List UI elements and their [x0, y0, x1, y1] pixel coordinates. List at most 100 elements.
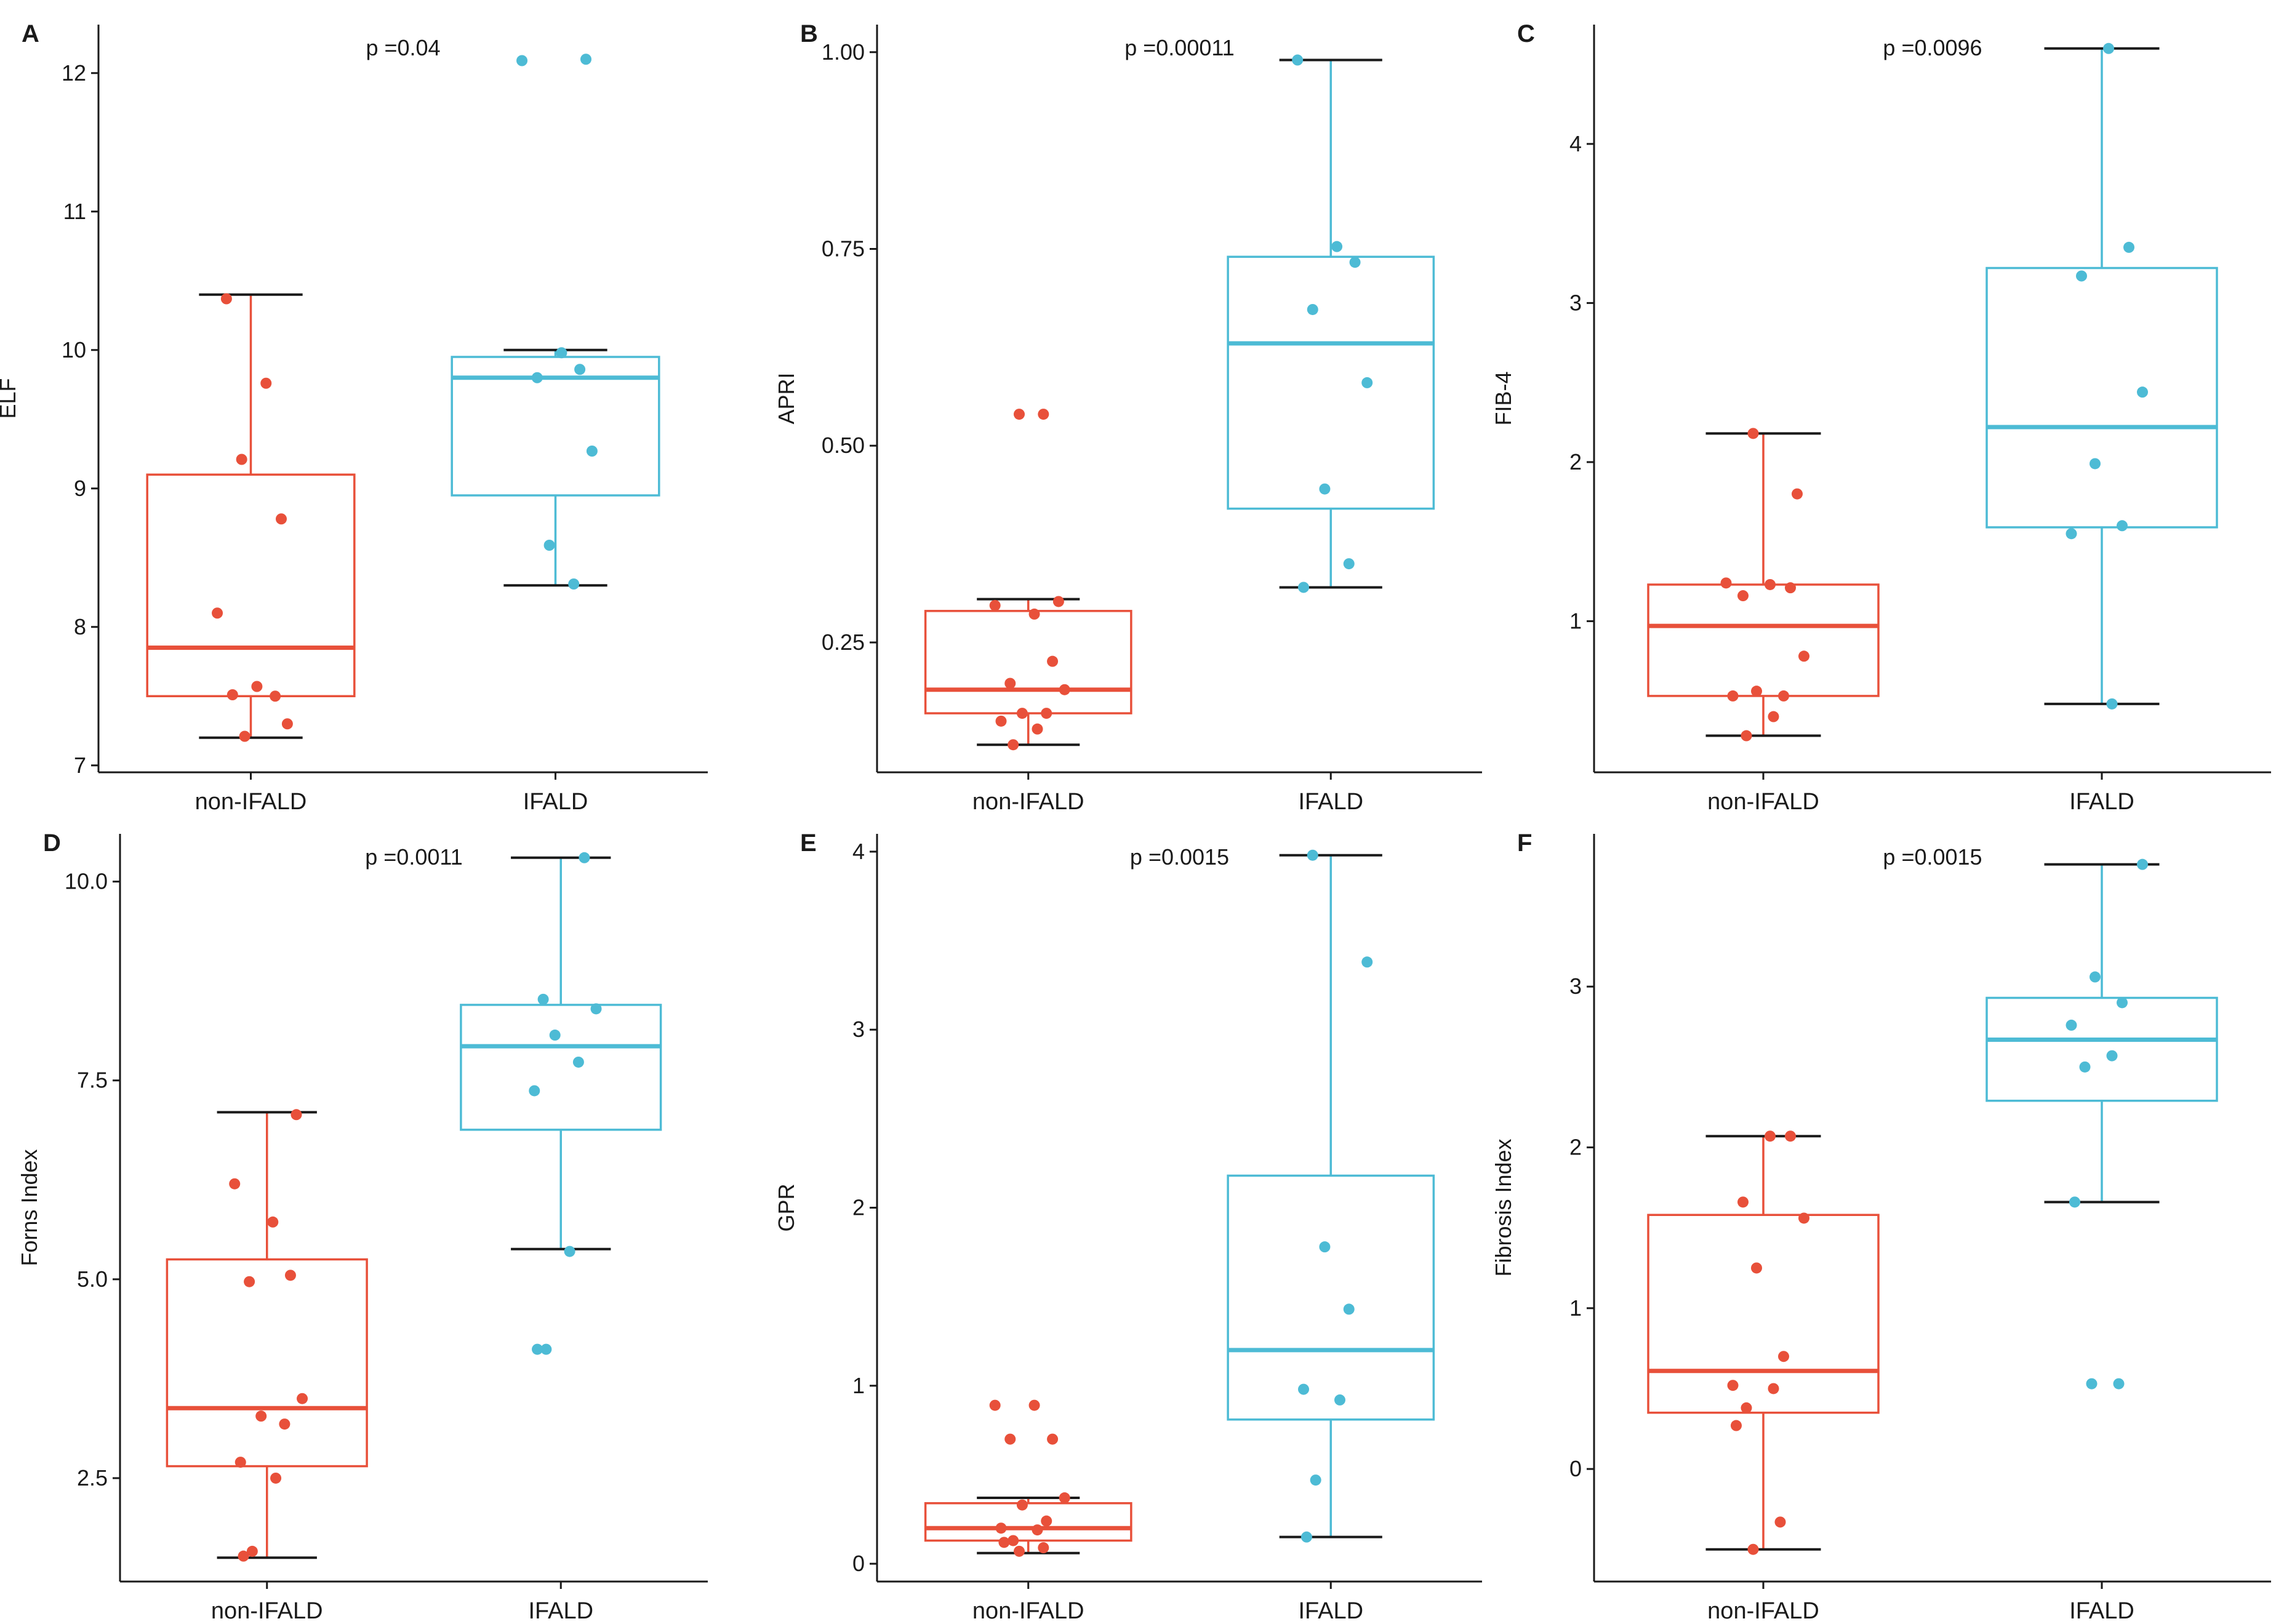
data-point	[2076, 270, 2087, 282]
y-axis-title: ELF	[0, 378, 20, 418]
data-point	[1041, 708, 1052, 719]
data-point	[281, 718, 293, 730]
x-tick-label: non-IFALD	[195, 789, 307, 815]
data-point	[1047, 655, 1059, 667]
x-tick-label: IFALD	[528, 1598, 593, 1624]
iqr-box	[1227, 255, 1435, 510]
data-point	[1016, 1499, 1028, 1511]
data-point	[1008, 1535, 1019, 1546]
data-point	[1014, 1545, 1025, 1557]
y-tick-label: 2	[1569, 1135, 1582, 1160]
data-point	[238, 1550, 249, 1562]
data-point	[279, 1418, 291, 1430]
box-ifald	[460, 852, 662, 1355]
box-non-ifald	[924, 1399, 1132, 1557]
y-tick-label: 0.50	[822, 433, 865, 458]
y-tick-label: 0.25	[822, 630, 865, 655]
data-point	[531, 372, 543, 383]
data-point	[1747, 428, 1759, 439]
y-axis-title: GPR	[774, 1183, 799, 1231]
box-ifald	[1985, 858, 2218, 1390]
y-tick-label: 2.5	[77, 1465, 108, 1490]
data-point	[251, 681, 263, 692]
y-tick-label: 1	[1569, 608, 1582, 633]
panel-d: Dp =0.0011 2.5 5.0 7.5 10.0 Forns Index non-IF…	[17, 830, 708, 1624]
data-point	[1361, 956, 1373, 968]
data-point	[540, 1343, 552, 1355]
data-point	[1720, 577, 1732, 589]
y-tick-label: 3	[1569, 290, 1582, 315]
iqr-box	[460, 1004, 662, 1131]
data-point	[239, 730, 250, 742]
data-point	[989, 599, 1001, 611]
data-point	[549, 1030, 561, 1041]
y-tick-label: 7.5	[77, 1068, 108, 1093]
y-tick-label: 10	[62, 337, 86, 362]
y-tick-label: 1.00	[822, 39, 865, 65]
data-point	[1737, 590, 1749, 602]
y-tick-label: 7	[74, 753, 86, 778]
data-point	[1307, 849, 1318, 861]
data-point	[267, 1216, 279, 1228]
data-point	[1765, 1130, 1776, 1142]
p-value-label: p =0.0015	[1883, 844, 1982, 870]
y-tick-label: 0.75	[822, 236, 865, 262]
data-point	[2090, 458, 2101, 470]
data-point	[1768, 711, 1779, 722]
panel-f: Fp =0.0015 0 1 2 3 Fibrosis Index non-IFALD IFA…	[1491, 830, 2271, 1624]
x-tick-label: IFALD	[2069, 1598, 2134, 1624]
data-point	[246, 1545, 258, 1557]
data-point	[1727, 690, 1739, 702]
p-value-label: p =0.0011	[365, 844, 462, 870]
box-ifald	[1227, 849, 1435, 1543]
x-tick-label: non-IFALD	[211, 1598, 323, 1624]
data-point	[1741, 730, 1752, 742]
data-point	[1727, 1380, 1739, 1391]
x-tick-label: non-IFALD	[972, 789, 1084, 815]
iqr-box	[1647, 583, 1880, 697]
data-point	[244, 1276, 255, 1287]
data-point	[568, 578, 580, 590]
data-point	[1038, 409, 1049, 420]
data-point	[2106, 698, 2118, 710]
iqr-box	[924, 610, 1132, 714]
p-value-label: p =0.00011	[1124, 35, 1235, 60]
p-value-label: p =0.04	[366, 35, 440, 60]
data-point	[537, 993, 549, 1005]
data-point	[1014, 409, 1025, 420]
iqr-box	[1985, 266, 2218, 529]
y-tick-label: 5.0	[77, 1266, 108, 1292]
data-point	[1307, 303, 1318, 315]
box-non-ifald	[924, 409, 1132, 751]
data-point	[2106, 1050, 2118, 1062]
data-point	[2086, 1378, 2098, 1390]
data-point	[212, 607, 223, 619]
data-point	[1778, 1351, 1789, 1362]
data-point	[276, 513, 287, 525]
iqr-box	[166, 1258, 368, 1468]
data-point	[2090, 971, 2101, 983]
data-point	[1004, 678, 1016, 689]
data-point	[2137, 386, 2148, 398]
panel-c: Cp =0.0096 1 2 3 4 FIB-4 non-IFALD IFALD	[1491, 20, 2271, 815]
y-tick-label: 3	[852, 1017, 865, 1042]
y-tick-label: 4	[1569, 131, 1582, 156]
data-point	[529, 1085, 540, 1097]
y-tick-label: 10.0	[65, 869, 108, 894]
data-point	[532, 1343, 543, 1355]
data-point	[1028, 608, 1040, 620]
data-point	[255, 1410, 267, 1422]
data-point	[2066, 528, 2077, 540]
data-point	[1798, 1212, 1809, 1224]
y-tick-label: 0	[1569, 1456, 1582, 1481]
data-point	[1349, 257, 1361, 268]
box-non-ifald	[166, 1109, 368, 1562]
iqr-box	[1647, 1214, 1880, 1414]
p-value-label: p =0.0015	[1130, 844, 1229, 870]
data-point	[1052, 596, 1064, 607]
data-point	[564, 1246, 575, 1257]
data-point	[995, 1522, 1007, 1534]
data-point	[1041, 1515, 1052, 1527]
data-point	[572, 1056, 584, 1068]
data-point	[995, 715, 1007, 727]
